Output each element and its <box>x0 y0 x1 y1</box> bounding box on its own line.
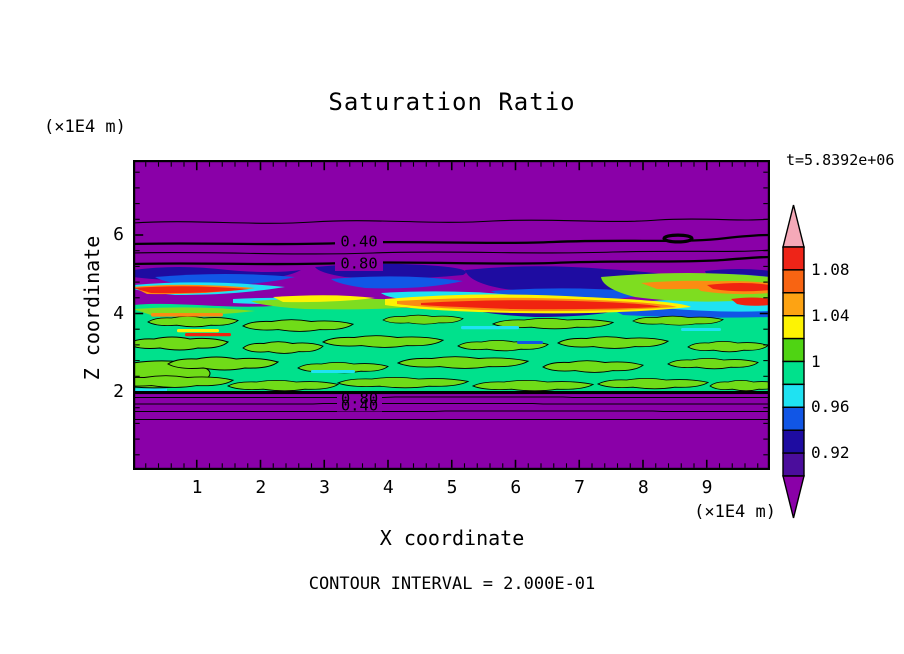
y-tick-label: 6 <box>113 224 124 245</box>
lime-blob <box>227 379 339 392</box>
lime-blob <box>709 379 781 392</box>
contour-label-upper-040: 0.40 <box>340 233 377 251</box>
lime-blob <box>597 377 709 390</box>
lime-blob <box>397 356 529 370</box>
x-tick-label: 3 <box>319 477 330 498</box>
band-accent-flecks <box>151 313 721 373</box>
y-axis-unit-label: (×1E4 m) <box>44 117 126 137</box>
x-tick-label: 2 <box>255 477 267 498</box>
x-tick-label: 8 <box>637 477 649 498</box>
lime-blob <box>667 357 759 370</box>
lime-blob <box>557 336 669 349</box>
colorbar-tick-label: 1.04 <box>811 305 850 325</box>
colorbar-cell <box>782 360 805 386</box>
lower-contour-labels: 0.80 0.40 <box>337 390 382 415</box>
colorbar-cell <box>782 314 805 340</box>
colorbar-cell <box>782 406 805 431</box>
contour-label-lower-040: 0.40 <box>341 397 378 415</box>
lime-blob <box>472 379 594 392</box>
x-tick-label: 1 <box>191 477 203 498</box>
colorbar-tick-label: 0.92 <box>811 443 850 463</box>
saturation-one-patches <box>112 314 781 392</box>
lime-blob <box>242 319 354 332</box>
lime-blob <box>382 314 464 325</box>
lime-blob <box>147 315 239 328</box>
plot-area: 0.80 0.40 0.40 0.80 <box>112 160 781 470</box>
x-tick-label: 7 <box>574 477 585 498</box>
x-tick-label: 9 <box>701 477 713 498</box>
x-axis-title: X coordinate <box>379 526 525 550</box>
upper-contour-lines <box>132 218 771 266</box>
colorbar-over-arrow <box>782 204 805 248</box>
lime-blob <box>242 341 324 354</box>
band-bottom-edge <box>133 388 770 470</box>
upper-contour-labels: 0.40 0.80 <box>335 233 383 273</box>
lime-blob <box>632 315 724 326</box>
contour-label-upper-080: 0.80 <box>340 255 377 273</box>
x-tick-label: 6 <box>510 477 522 498</box>
x-tick-label: 4 <box>382 477 394 498</box>
colorbar-cell <box>782 452 805 477</box>
colorbar-cell <box>782 429 805 454</box>
colorbar-cell <box>782 269 805 294</box>
y-tick-label: 4 <box>113 302 124 324</box>
contour-field: 0.80 0.40 0.40 0.80 <box>112 160 781 470</box>
contour-label-lower-080: 0.80 <box>341 390 378 408</box>
lime-blob <box>337 376 469 389</box>
x-tick-label: 5 <box>446 477 458 498</box>
plot-title: Saturation Ratio <box>328 88 576 116</box>
y-tick-label: 2 <box>113 381 124 402</box>
closed-contour-speck <box>662 233 694 244</box>
colorbar <box>782 204 805 519</box>
supersaturation-red-cores <box>133 283 770 310</box>
x-axis-unit-label: (×1E4 m) <box>694 502 776 522</box>
colorbar-tick-label: 1.08 <box>811 259 850 279</box>
lime-blob <box>687 340 769 353</box>
colorbar-cell <box>782 383 805 408</box>
colorbar-cell <box>782 246 805 271</box>
plot-border <box>133 160 770 470</box>
lime-blob <box>322 335 444 348</box>
lime-blob <box>167 356 279 371</box>
contour-interval-caption: CONTOUR INTERVAL = 2.000E-01 <box>308 574 596 594</box>
colorbar-under-arrow <box>782 475 805 519</box>
colorbar-cell <box>782 292 805 317</box>
lime-blob <box>542 360 644 373</box>
axis-ticks <box>135 162 768 468</box>
time-stamp-label: t=5.8392e+06 <box>786 151 895 169</box>
colorbar-cell <box>782 337 805 363</box>
colorbar-tick-label: 0.96 <box>811 397 850 417</box>
colorbar-tick-label: 1 <box>811 351 821 371</box>
